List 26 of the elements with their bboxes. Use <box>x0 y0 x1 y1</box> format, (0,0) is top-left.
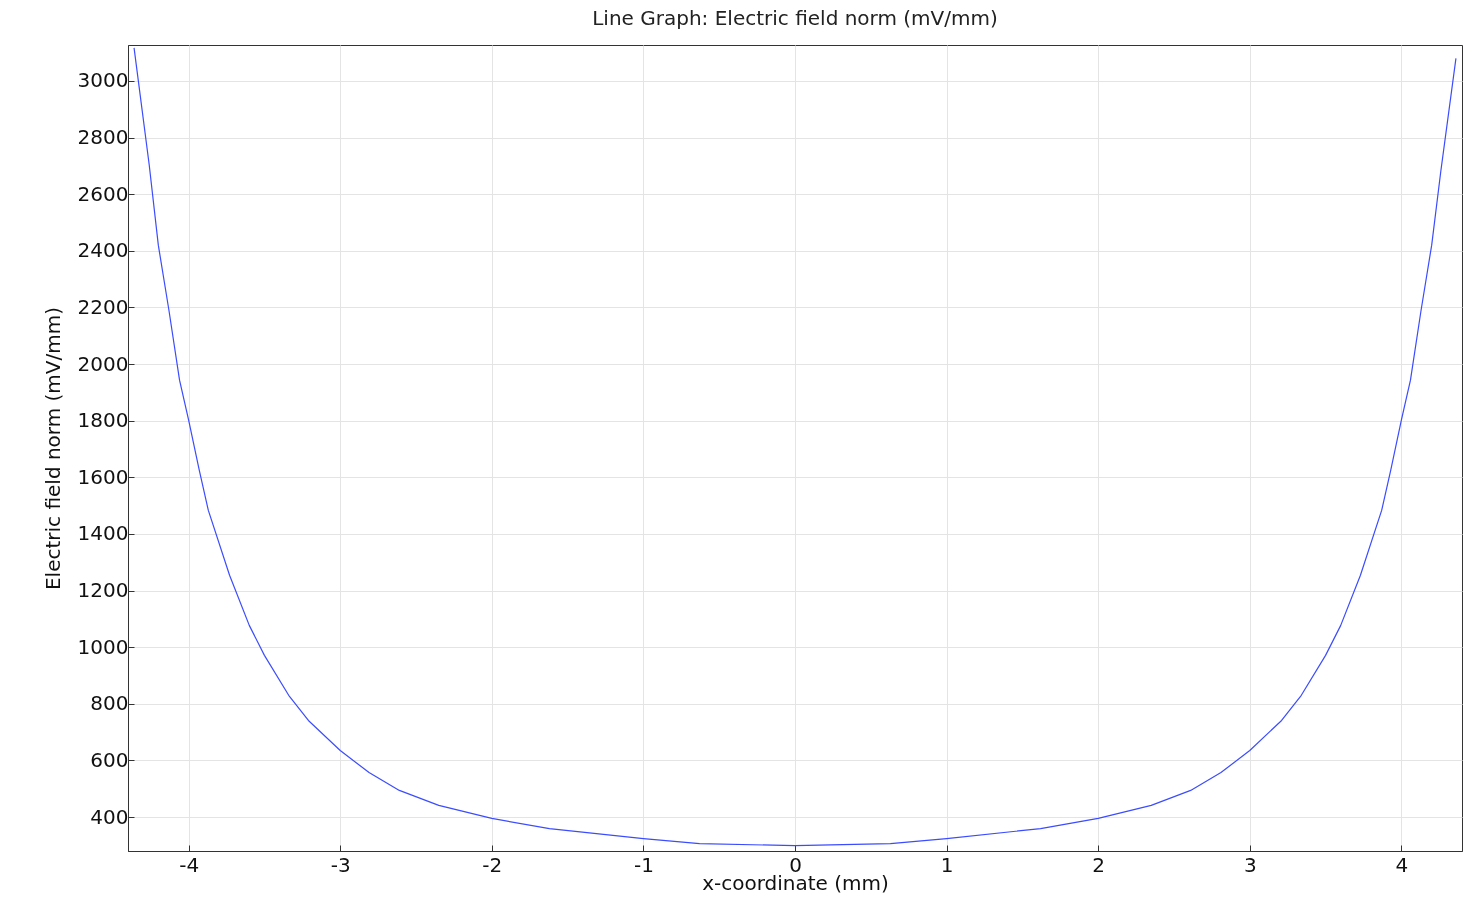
y-tick-label: 1200 <box>77 578 129 603</box>
x-tick-label: -2 <box>482 852 503 877</box>
y-tick-label: 400 <box>90 804 129 829</box>
y-tick-label: 2800 <box>77 125 129 150</box>
chart-title: Line Graph: Electric field norm (mV/mm) <box>592 6 998 30</box>
y-tick-label: 2600 <box>77 181 129 206</box>
x-tick-label: -1 <box>633 852 654 877</box>
x-tick-label: 2 <box>1092 852 1106 877</box>
y-tick-label: 600 <box>90 747 129 772</box>
y-axis-title: Electric field norm (mV/mm) <box>40 306 65 591</box>
x-tick-label: 4 <box>1395 852 1409 877</box>
y-tick-label: 1600 <box>77 464 129 489</box>
y-tick-label: 1400 <box>77 521 129 546</box>
y-tick-label: 800 <box>90 691 129 716</box>
y-tick-label: 1000 <box>77 634 129 659</box>
x-tick-label: 0 <box>789 852 802 877</box>
y-tick-label: 2400 <box>77 238 129 263</box>
x-tick-label: 3 <box>1243 852 1257 877</box>
x-tick-label: 1 <box>940 852 954 877</box>
y-tick-label: 2000 <box>77 351 129 376</box>
x-tick-label: -4 <box>179 852 200 877</box>
x-tick-label: -3 <box>330 852 351 877</box>
y-tick-label: 2200 <box>77 294 129 319</box>
line-series <box>133 47 1457 847</box>
y-tick-label: 1800 <box>77 408 129 433</box>
y-tick-label: 3000 <box>77 68 129 93</box>
